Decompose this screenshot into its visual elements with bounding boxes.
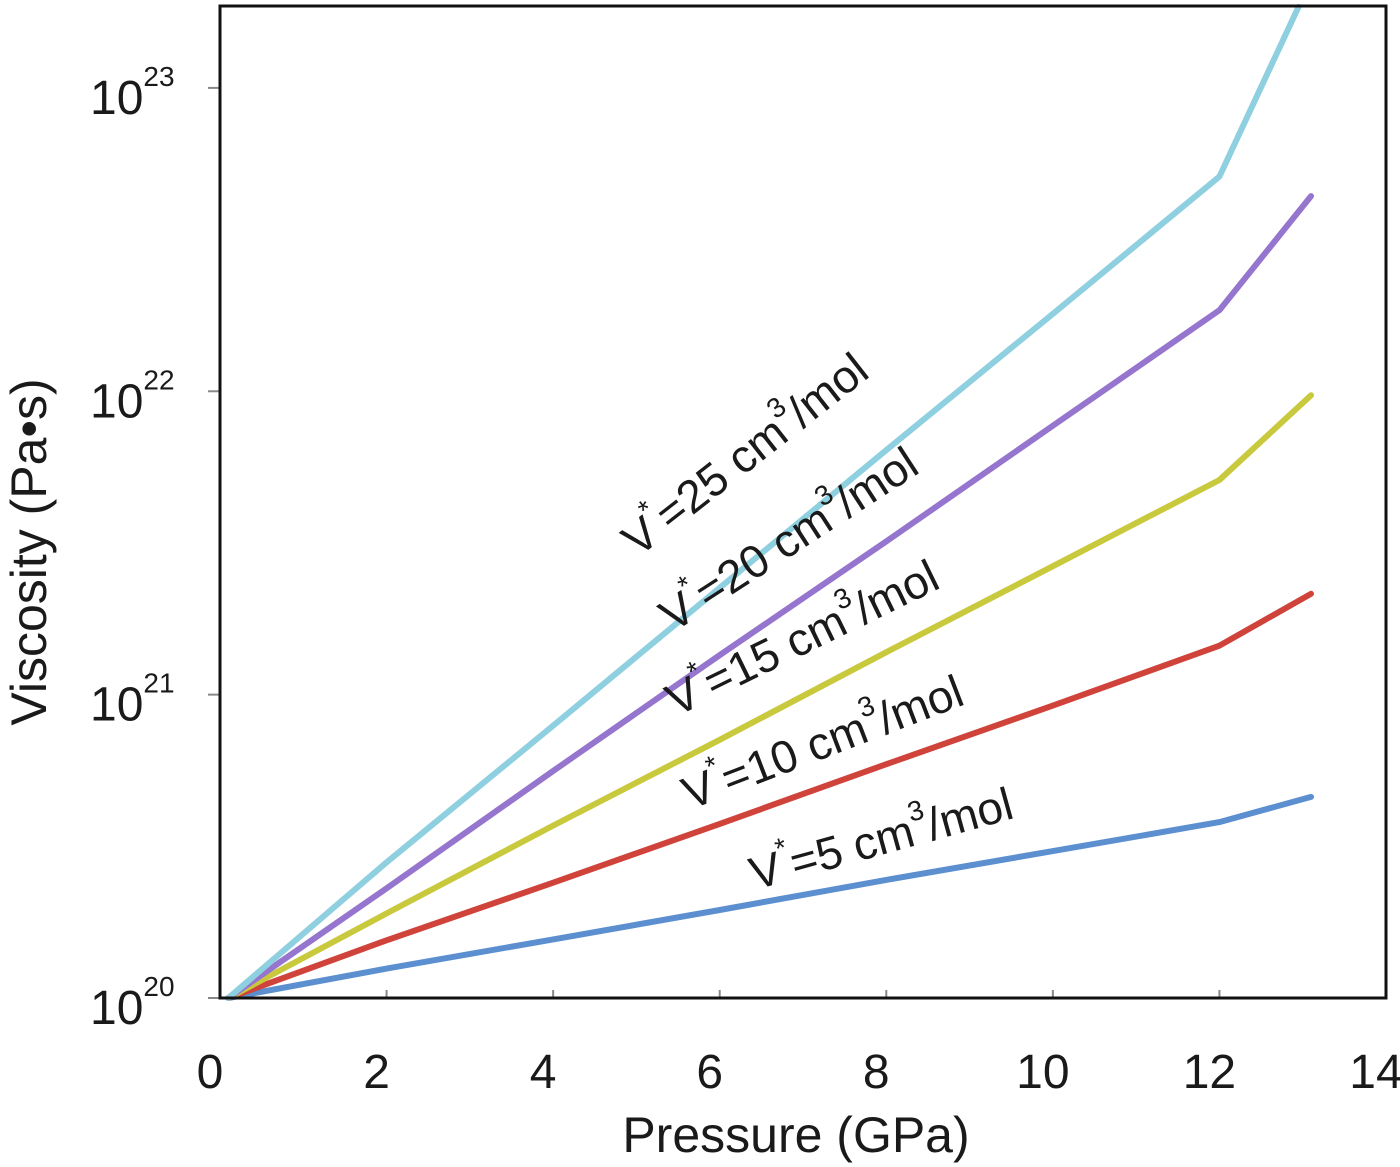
x-tick-label: 2: [363, 1046, 390, 1099]
y-tick-label: 1023: [90, 61, 175, 125]
y-axis-ticks: [208, 86, 220, 999]
y-tick-label: 1020: [90, 971, 175, 1035]
x-tick-label: 6: [696, 1046, 723, 1099]
series-line: [225, 793, 1314, 1001]
x-tick-labels: 0 2 4 6 8 10 12 14: [197, 1046, 1400, 1099]
x-tick-label: 12: [1183, 1046, 1236, 1099]
plot-frame: [218, 4, 1388, 1000]
series-line: [225, 193, 1314, 1001]
y-axis-title: Viscosity (Pa•s): [1, 378, 57, 725]
x-tick-label: 0: [197, 1046, 224, 1099]
series-line: [225, 392, 1314, 1001]
x-tick-label: 14: [1349, 1046, 1400, 1099]
x-axis-title: Pressure (GPa): [622, 1107, 969, 1163]
y-tick-labels: 1020 1021 1022 1023: [90, 61, 175, 1035]
x-tick-label: 4: [530, 1046, 557, 1099]
y-tick-label: 1021: [90, 668, 175, 732]
series-line: [225, 590, 1314, 1001]
series-lines: [225, 3, 1314, 1001]
x-tick-label: 10: [1016, 1046, 1069, 1099]
y-tick-label: 1022: [90, 364, 175, 428]
series-line: [225, 3, 1302, 1001]
x-tick-label: 8: [863, 1046, 890, 1099]
